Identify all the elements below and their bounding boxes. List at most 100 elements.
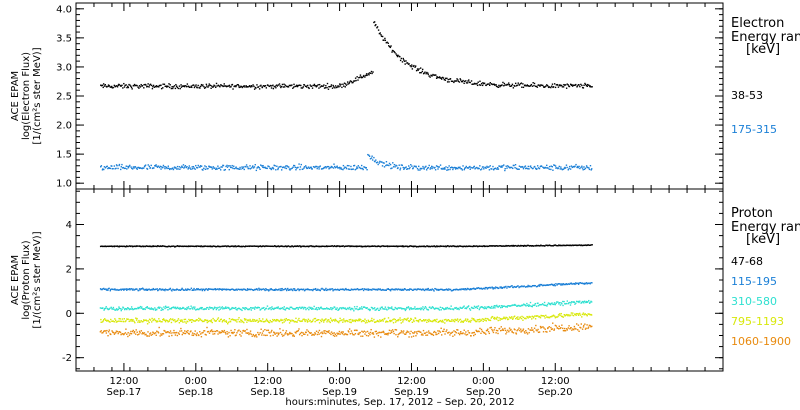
data-point — [131, 330, 134, 333]
data-point — [507, 318, 510, 320]
data-point — [525, 167, 528, 169]
data-point — [314, 333, 317, 335]
data-point — [184, 321, 186, 323]
data-point — [590, 169, 592, 171]
data-point — [538, 167, 541, 170]
data-point — [392, 245, 394, 247]
data-point — [520, 328, 522, 330]
data-point — [246, 332, 249, 334]
data-point — [266, 334, 268, 337]
data-point — [518, 327, 520, 329]
data-point — [436, 75, 438, 78]
data-point — [464, 245, 466, 247]
data-point — [245, 332, 247, 334]
data-point — [165, 319, 168, 321]
data-point — [198, 245, 200, 247]
data-point — [553, 303, 555, 306]
data-point — [468, 166, 470, 168]
data-point — [203, 85, 205, 88]
data-point — [226, 323, 229, 325]
data-point — [235, 288, 238, 290]
data-point — [130, 86, 133, 89]
data-point — [522, 285, 525, 288]
data-point — [121, 84, 123, 87]
data-point — [525, 317, 527, 320]
data-point — [102, 307, 104, 309]
data-point — [480, 319, 483, 321]
data-point — [246, 166, 249, 168]
legend-entry: 310-580 — [731, 295, 777, 308]
data-point — [481, 318, 484, 320]
data-point — [400, 164, 403, 166]
data-point — [485, 307, 488, 310]
data-point — [137, 321, 139, 323]
data-point — [416, 288, 418, 290]
data-point — [466, 82, 469, 84]
data-point — [535, 324, 537, 327]
data-point — [226, 288, 229, 291]
data-point — [324, 245, 326, 248]
data-point — [501, 166, 503, 168]
data-point — [165, 166, 168, 169]
data-point — [499, 329, 502, 332]
data-point — [453, 167, 455, 169]
data-point — [573, 328, 575, 331]
data-point — [481, 306, 484, 308]
data-point — [199, 85, 202, 88]
data-point — [337, 308, 340, 311]
data-point — [367, 153, 369, 156]
data-point — [406, 245, 409, 248]
data-point — [532, 304, 534, 306]
data-point — [327, 165, 330, 168]
data-point — [410, 308, 413, 310]
data-point — [422, 245, 425, 248]
data-point — [526, 84, 529, 86]
data-point — [206, 326, 208, 329]
data-point — [507, 329, 509, 332]
data-point — [545, 314, 547, 317]
data-point — [285, 330, 288, 332]
data-point — [136, 168, 138, 170]
data-point — [370, 328, 372, 331]
data-point — [410, 245, 412, 247]
data-point — [546, 244, 548, 247]
data-point — [226, 331, 228, 333]
data-point — [168, 245, 170, 247]
data-point — [103, 288, 106, 290]
data-point — [272, 289, 274, 291]
data-point — [419, 288, 422, 290]
data-point — [282, 308, 285, 310]
data-point — [224, 320, 226, 323]
data-point — [332, 289, 334, 292]
data-point — [182, 288, 184, 291]
data-point — [219, 306, 221, 308]
data-point — [316, 85, 318, 87]
data-point — [353, 310, 355, 312]
data-point — [327, 330, 329, 333]
data-point — [243, 168, 245, 171]
data-point — [158, 307, 161, 309]
data-point — [384, 39, 387, 42]
data-point — [285, 85, 288, 87]
data-point — [185, 85, 188, 88]
data-point — [173, 332, 176, 334]
data-point — [120, 333, 122, 336]
data-point — [173, 289, 175, 291]
data-point — [231, 83, 234, 86]
data-point — [215, 246, 217, 248]
data-point — [498, 287, 500, 290]
data-point — [118, 83, 120, 86]
data-point — [426, 288, 428, 290]
data-point — [369, 245, 371, 248]
data-point — [455, 306, 457, 309]
data-point — [505, 333, 507, 335]
data-point — [576, 86, 578, 88]
data-point — [201, 289, 204, 292]
data-point — [556, 284, 558, 286]
data-point — [540, 244, 542, 246]
data-point — [239, 330, 242, 333]
data-point — [487, 245, 489, 247]
data-point — [392, 166, 395, 168]
data-point — [507, 318, 509, 321]
